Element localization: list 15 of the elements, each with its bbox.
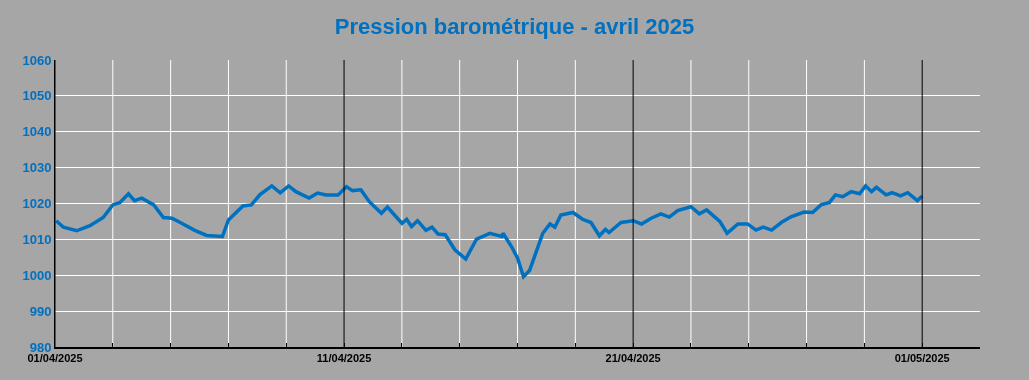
y-tick-label: 990	[29, 303, 52, 319]
y-tick-label: 1030	[22, 160, 52, 176]
chart-title: Pression barométrique - avril 2025	[334, 14, 695, 40]
line-series	[55, 184, 924, 279]
x-tick-label: 01/04/2025	[27, 352, 83, 365]
y-tick-label: 1040	[22, 124, 52, 140]
x-tick-label: 11/04/2025	[316, 352, 372, 365]
y-tick-label: 1000	[22, 267, 52, 283]
y-tick-label: 1010	[22, 231, 52, 247]
y-tick-label: 1060	[22, 52, 52, 68]
x-tick-label: 01/05/2025	[894, 352, 950, 365]
y-tick-label: 980	[29, 339, 52, 355]
x-tick-label: 21/04/2025	[605, 352, 661, 365]
y-tick-label: 1050	[22, 88, 52, 104]
y-tick-label: 1020	[22, 196, 52, 212]
